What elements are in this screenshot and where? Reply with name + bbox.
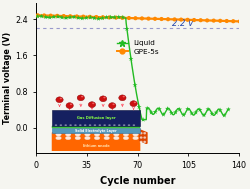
Point	[52, 15, 56, 18]
Point	[182, 113, 186, 116]
Legend: Liquid, GPE-5s: Liquid, GPE-5s	[117, 40, 159, 55]
Point	[49, 14, 53, 17]
Point	[170, 112, 173, 115]
X-axis label: Cycle number: Cycle number	[100, 176, 175, 186]
Point	[36, 14, 40, 17]
Text: 2.2 V: 2.2 V	[172, 19, 194, 28]
Point	[48, 16, 52, 19]
Point	[96, 17, 100, 20]
Point	[141, 118, 145, 121]
Point	[56, 15, 60, 18]
Point	[109, 16, 113, 19]
Point	[120, 16, 124, 19]
Point	[186, 108, 190, 111]
Point	[198, 108, 202, 111]
Point	[133, 84, 137, 87]
Point	[64, 16, 68, 19]
Point	[107, 16, 111, 19]
Point	[166, 18, 170, 21]
Point	[178, 108, 182, 111]
Point	[153, 17, 157, 20]
Point	[226, 108, 230, 111]
Point	[101, 16, 105, 19]
Point	[134, 17, 138, 20]
Point	[72, 15, 76, 19]
Point	[84, 16, 88, 19]
Point	[145, 107, 149, 110]
Point	[121, 16, 125, 19]
Point	[62, 15, 66, 18]
Point	[40, 15, 44, 18]
Point	[166, 107, 170, 110]
Point	[55, 14, 59, 17]
Point	[157, 108, 161, 111]
Point	[75, 15, 79, 18]
Point	[179, 18, 183, 21]
Point	[68, 16, 72, 19]
Point	[127, 16, 131, 19]
Y-axis label: Terminal voltage (V): Terminal voltage (V)	[4, 32, 13, 124]
Point	[42, 14, 46, 17]
Point	[80, 17, 84, 20]
Point	[174, 111, 178, 114]
Point	[222, 114, 226, 117]
Point	[88, 16, 92, 19]
Point	[214, 111, 218, 114]
Point	[238, 20, 242, 23]
Point	[202, 114, 206, 117]
Point	[100, 17, 104, 20]
Point	[186, 18, 190, 21]
Point	[88, 15, 92, 18]
Point	[194, 111, 198, 114]
Point	[44, 15, 48, 19]
Point	[190, 112, 194, 115]
Point	[212, 19, 216, 22]
Point	[162, 113, 166, 116]
Point	[205, 19, 209, 22]
Point	[192, 19, 196, 22]
Point	[149, 111, 153, 114]
Point	[137, 105, 141, 108]
Point	[68, 15, 72, 18]
Point	[199, 19, 203, 22]
Point	[104, 16, 108, 19]
Point	[60, 16, 64, 19]
Point	[117, 15, 121, 19]
Point	[114, 16, 118, 19]
Point	[231, 20, 235, 23]
Point	[172, 18, 176, 21]
Point	[225, 19, 229, 22]
Point	[92, 17, 96, 20]
Point	[153, 110, 157, 113]
Point	[206, 108, 210, 111]
Point	[125, 27, 129, 30]
Point	[160, 18, 164, 21]
Point	[94, 15, 98, 19]
Point	[129, 57, 133, 60]
Point	[81, 15, 85, 18]
Point	[146, 17, 150, 20]
Point	[113, 16, 117, 19]
Point	[218, 19, 222, 22]
Point	[140, 17, 144, 20]
Point	[210, 112, 214, 115]
Point	[76, 16, 80, 19]
Point	[36, 15, 40, 18]
Point	[218, 109, 222, 112]
